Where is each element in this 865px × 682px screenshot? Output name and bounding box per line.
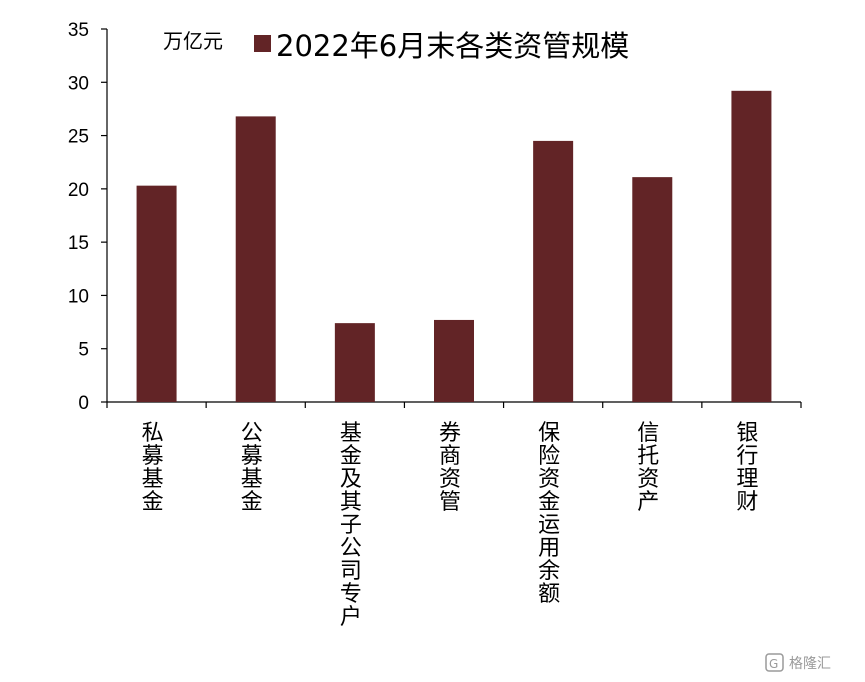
svg-text:G: G: [769, 657, 778, 671]
x-tick-label: 公募基金: [241, 421, 263, 515]
category-labels: 私募基金 公募基金 基金及其子公司专户 券商资管 保险资金运用余额 信托资产 银行理财: [142, 421, 759, 630]
x-tick-label: 私募基金: [142, 421, 164, 515]
x-tick-label: 保险资金运用余额: [538, 421, 560, 607]
bars: [136, 90, 772, 402]
x-tick-label: 基金及其子公司专户: [340, 421, 362, 630]
y-tick-label: 10: [68, 286, 89, 307]
bar: [632, 177, 673, 402]
x-tick-label: 券商资管: [439, 421, 461, 515]
watermark: G 格隆汇: [765, 653, 831, 672]
x-tick-label: 信托资产: [637, 421, 659, 515]
legend-label: 2022年6月末各类资管规模: [276, 29, 629, 63]
y-tick-label: 20: [68, 180, 89, 201]
y-tick-label: 30: [68, 73, 89, 94]
bar: [334, 323, 375, 402]
bar: [136, 185, 177, 402]
unit-label: 万亿元: [163, 29, 223, 53]
watermark-logo-icon: [765, 653, 784, 672]
legend-swatch: [254, 35, 271, 52]
y-tick-label: 25: [68, 127, 89, 148]
watermark-text: 格隆汇: [789, 656, 831, 672]
bar: [434, 319, 474, 402]
y-tick-label: 5: [78, 340, 89, 361]
bar: [533, 140, 574, 402]
y-tick-label: 0: [78, 393, 89, 414]
x-axis: [106, 401, 802, 408]
bar: [731, 90, 772, 402]
bar: [235, 116, 276, 402]
x-tick-label: 银行理财: [736, 421, 758, 515]
y-tick-label: 15: [68, 233, 89, 254]
y-tick-label: 35: [68, 20, 89, 41]
y-axis: 0 5 10 15 20 25 30 35: [68, 20, 108, 414]
